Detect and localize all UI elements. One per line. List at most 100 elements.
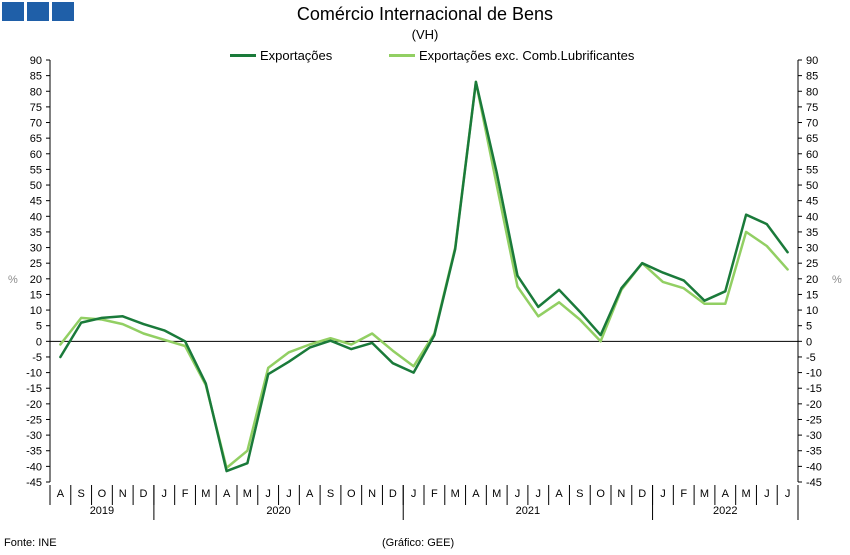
y-tick-label-right: -45	[806, 477, 822, 489]
x-tick-label: J	[515, 488, 521, 500]
year-label: 2020	[266, 505, 290, 517]
y-tick-label-right: 35	[806, 227, 818, 239]
x-tick-label: M	[700, 488, 709, 500]
x-tick-label: O	[347, 488, 356, 500]
x-tick-label: A	[57, 488, 65, 500]
credit-note: (Gráfico: GEE)	[382, 537, 455, 549]
x-tick-label: M	[492, 488, 501, 500]
y-tick-label-right: 50	[806, 180, 818, 192]
chart-title: Comércio Internacional de Bens	[296, 4, 554, 24]
y-tick-label-left: -40	[26, 461, 42, 473]
legend-item-exportacoes: Exportações	[230, 48, 332, 63]
y-tick-label-left: 75	[30, 102, 42, 114]
y-tick-label-right: -20	[806, 399, 822, 411]
y-tick-label-right: -10	[806, 368, 822, 380]
x-tick-label: M	[741, 488, 750, 500]
y-tick-label-right: -15	[806, 383, 822, 395]
y-tick-label-right: 5	[806, 321, 812, 333]
y-tick-label-right: 30	[806, 243, 818, 255]
y-tick-label-left: -30	[26, 430, 42, 442]
y-tick-label-left: -35	[26, 446, 42, 458]
x-tick-label: D	[140, 488, 148, 500]
y-tick-label-left: 85	[30, 71, 42, 83]
y-tick-label-left: -25	[26, 414, 42, 426]
y-tick-label-right: 55	[806, 164, 818, 176]
y-tick-label-left: 35	[30, 227, 42, 239]
y-tick-label-right: 0	[806, 336, 812, 348]
y-tick-label-left: 25	[30, 258, 42, 270]
y-tick-label-left: -5	[32, 352, 42, 364]
y-tick-label-left: 70	[30, 118, 42, 130]
y-tick-label-left: -45	[26, 477, 42, 489]
x-tick-label: A	[223, 488, 231, 500]
y-tick-label-right: 70	[806, 118, 818, 130]
legend-swatch-exportacoes-exc	[389, 54, 415, 57]
x-tick-label: O	[98, 488, 107, 500]
y-tick-label-right: 25	[806, 258, 818, 270]
x-tick-label: S	[576, 488, 583, 500]
y-tick-label-left: 65	[30, 133, 42, 145]
y-tick-label-right: -40	[806, 461, 822, 473]
x-tick-label: D	[638, 488, 646, 500]
x-tick-label: F	[182, 488, 189, 500]
legend-label-exportacoes-exc: Exportações exc. Comb.Lubrificantes	[419, 48, 635, 63]
logo-square-2	[27, 2, 49, 21]
chart-subtitle: (VH)	[411, 27, 439, 42]
y-tick-label-left: 15	[30, 289, 42, 301]
y-tick-label-right: 45	[806, 196, 818, 208]
y-tick-label-left: 80	[30, 86, 42, 98]
x-tick-label: J	[660, 488, 666, 500]
y-tick-label-left: -10	[26, 368, 42, 380]
y-tick-label-left: 55	[30, 164, 42, 176]
y-tick-label-left: 30	[30, 243, 42, 255]
x-tick-label: J	[785, 488, 791, 500]
y-tick-label-left: 90	[30, 55, 42, 67]
year-label: 2021	[516, 505, 540, 517]
y-tick-label-right: 40	[806, 211, 818, 223]
logo-square-3	[52, 2, 74, 21]
y-tick-label-right: 75	[806, 102, 818, 114]
legend-swatch-exportacoes	[230, 54, 256, 57]
y-tick-label-left: 10	[30, 305, 42, 317]
x-tick-label: S	[327, 488, 334, 500]
x-tick-label: J	[162, 488, 168, 500]
y-tick-label-right: 60	[806, 149, 818, 161]
x-tick-label: J	[764, 488, 770, 500]
y-tick-label-right: 90	[806, 55, 818, 67]
x-tick-label: J	[286, 488, 292, 500]
x-tick-label: A	[722, 488, 730, 500]
y-tick-label-right: 10	[806, 305, 818, 317]
x-tick-label: M	[201, 488, 210, 500]
source-note: Fonte: INE	[4, 537, 57, 549]
y-tick-label-left: 60	[30, 149, 42, 161]
x-tick-label: F	[680, 488, 687, 500]
y-tick-label-right: -35	[806, 446, 822, 458]
x-tick-label: M	[451, 488, 460, 500]
x-tick-label: J	[536, 488, 542, 500]
series-line-exportacoes	[59, 80, 789, 473]
y-tick-label-right: 15	[806, 289, 818, 301]
y-tick-label-right: -5	[806, 352, 816, 364]
y-axis-unit-right: %	[832, 274, 842, 286]
x-tick-label: N	[368, 488, 376, 500]
logo-square-1	[2, 2, 24, 21]
x-tick-label: S	[77, 488, 84, 500]
y-tick-label-left: 5	[36, 321, 42, 333]
x-tick-label: N	[617, 488, 625, 500]
year-label: 2019	[90, 505, 114, 517]
x-tick-label: M	[243, 488, 252, 500]
y-tick-label-left: 50	[30, 180, 42, 192]
x-tick-label: A	[555, 488, 563, 500]
y-tick-label-left: -15	[26, 383, 42, 395]
y-tick-label-left: 0	[36, 336, 42, 348]
x-tick-label: A	[306, 488, 314, 500]
y-tick-label-right: -30	[806, 430, 822, 442]
x-tick-label: J	[411, 488, 417, 500]
x-tick-label: J	[265, 488, 271, 500]
series-line-exportacoes-exc	[59, 80, 789, 470]
x-tick-label: O	[596, 488, 605, 500]
y-tick-label-right: 80	[806, 86, 818, 98]
y-tick-label-right: 85	[806, 71, 818, 83]
y-axis-unit-left: %	[8, 274, 18, 286]
